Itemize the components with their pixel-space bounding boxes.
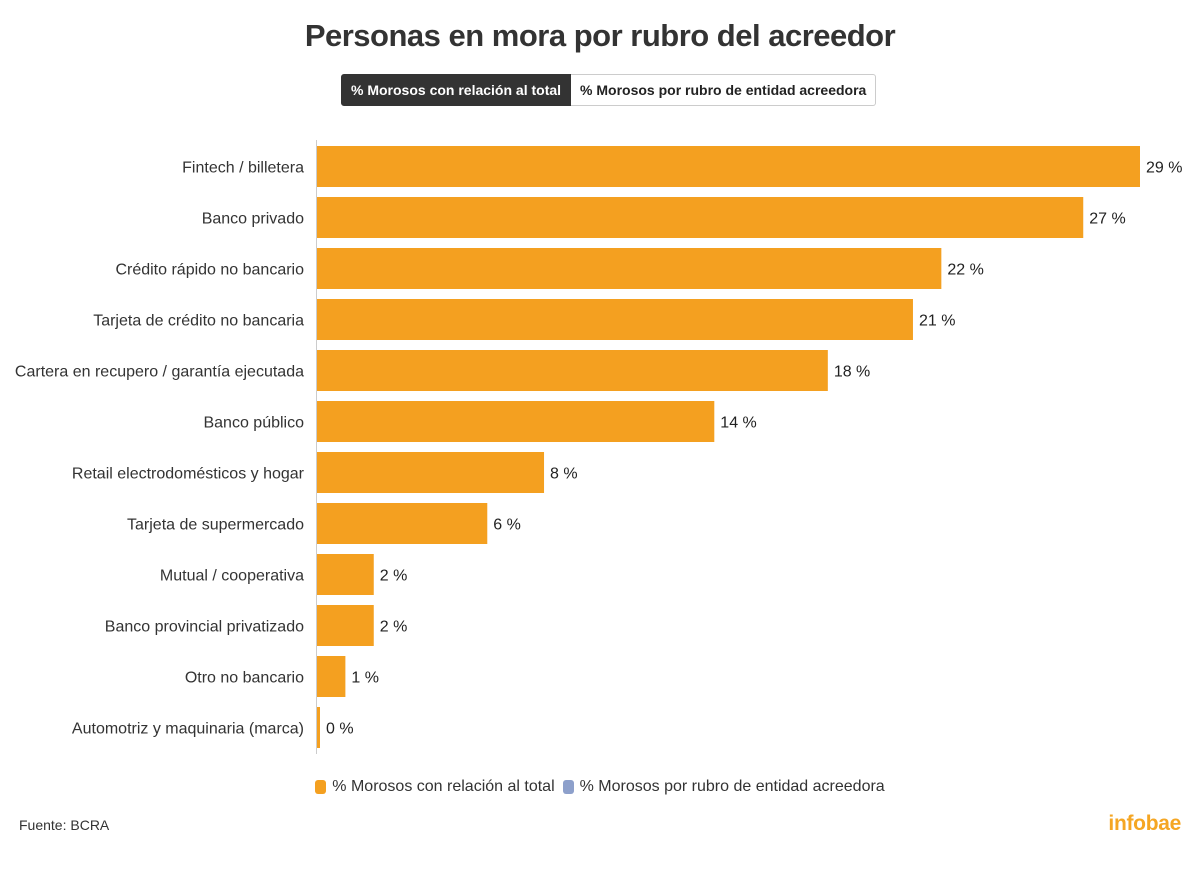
value-label-fintech-billetera: 29 %: [1146, 160, 1182, 177]
category-label-banco-privado: Banco privado: [202, 211, 304, 228]
legend: % Morosos con relación al total % Moroso…: [0, 778, 1200, 796]
value-label-cartera-en-recupero-garantia-ejecutada: 18 %: [834, 364, 870, 381]
value-label-tarjeta-de-credito-no-bancaria: 21 %: [919, 313, 955, 330]
value-label-mutual-cooperativa: 2 %: [380, 568, 408, 585]
bar-tarjeta-de-supermercado[interactable]: [317, 503, 488, 544]
bar-tarjeta-de-credito-no-bancaria[interactable]: [317, 299, 913, 340]
category-label-tarjeta-de-supermercado: Tarjeta de supermercado: [127, 517, 304, 534]
category-label-cartera-en-recupero-garantia-ejecutada: Cartera en recupero / garantía ejecutada: [15, 364, 304, 381]
source-note: Fuente: BCRA: [19, 817, 110, 833]
value-label-banco-publico: 14 %: [720, 415, 756, 432]
category-label-banco-publico: Banco público: [203, 415, 304, 432]
brand-logo: infobae: [1108, 812, 1181, 835]
bar-banco-provincial-privatizado[interactable]: [317, 605, 374, 646]
legend-item-by-creditor[interactable]: % Morosos por rubro de entidad acreedora: [562, 778, 885, 796]
category-label-fintech-billetera: Fintech / billetera: [182, 160, 304, 177]
category-label-banco-provincial-privatizado: Banco provincial privatizado: [105, 619, 304, 636]
toggle-total-button[interactable]: % Morosos con relación al total: [341, 74, 572, 106]
toggle-by-creditor-button[interactable]: % Morosos por rubro de entidad acreedora: [571, 74, 877, 106]
chart-title: Personas en mora por rubro del acreedor: [304, 18, 896, 53]
value-label-tarjeta-de-supermercado: 6 %: [493, 517, 521, 534]
category-label-credito-rapido-no-bancario: Crédito rápido no bancario: [115, 262, 304, 279]
series-toggle-group: % Morosos con relación al total % Moroso…: [341, 74, 877, 106]
value-label-otro-no-bancario: 1 %: [351, 670, 379, 687]
category-label-tarjeta-de-credito-no-bancaria: Tarjeta de crédito no bancaria: [93, 313, 304, 330]
value-label-credito-rapido-no-bancario: 22 %: [947, 262, 983, 279]
legend-swatch-by-creditor: [562, 780, 574, 794]
bar-mutual-cooperativa[interactable]: [317, 554, 374, 595]
bar-banco-privado[interactable]: [317, 197, 1084, 238]
value-label-banco-privado: 27 %: [1089, 211, 1125, 228]
value-label-retail-electrodomesticos-y-hogar: 8 %: [550, 466, 578, 483]
value-label-automotriz-y-maquinaria-marca: 0 %: [326, 721, 354, 738]
category-label-otro-no-bancario: Otro no bancario: [185, 670, 304, 687]
legend-label-total: % Morosos con relación al total: [332, 778, 555, 795]
legend-label-by-creditor: % Morosos por rubro de entidad acreedora: [579, 778, 885, 795]
bars-layer: Fintech / billetera 29 % Banco privado 27 %…: [15, 140, 1182, 754]
category-label-automotriz-y-maquinaria-marca: Automotriz y maquinaria (marca): [72, 721, 304, 738]
category-label-mutual-cooperativa: Mutual / cooperativa: [160, 568, 304, 585]
bar-automotriz-y-maquinaria-marca[interactable]: [317, 707, 320, 748]
legend-item-total[interactable]: % Morosos con relación al total: [315, 778, 555, 796]
bar-cartera-en-recupero-garantia-ejecutada[interactable]: [317, 350, 828, 391]
category-label-retail-electrodomesticos-y-hogar: Retail electrodomésticos y hogar: [72, 466, 305, 483]
bar-otro-no-bancario[interactable]: [317, 656, 346, 697]
legend-swatch-total: [315, 780, 327, 794]
value-label-banco-provincial-privatizado: 2 %: [380, 619, 408, 636]
bar-credito-rapido-no-bancario[interactable]: [317, 248, 942, 289]
bar-retail-electrodomesticos-y-hogar[interactable]: [317, 452, 545, 493]
bar-fintech-billetera[interactable]: [317, 146, 1140, 187]
bar-banco-publico[interactable]: [317, 401, 715, 442]
